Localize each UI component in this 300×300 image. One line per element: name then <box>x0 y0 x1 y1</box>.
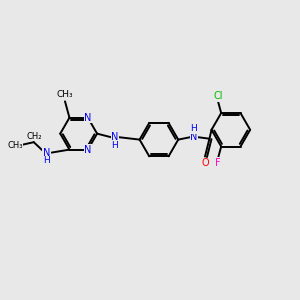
Text: Cl: Cl <box>214 91 223 101</box>
Text: H: H <box>43 156 50 165</box>
Text: N: N <box>84 113 92 123</box>
Text: CH₃: CH₃ <box>7 141 23 150</box>
Text: N: N <box>111 132 118 142</box>
Text: CH₃: CH₃ <box>57 90 73 99</box>
Text: N: N <box>190 132 198 142</box>
Text: N: N <box>84 145 92 154</box>
Text: O: O <box>201 158 209 168</box>
Text: F: F <box>215 158 221 168</box>
Text: N: N <box>43 148 50 158</box>
Text: H: H <box>190 124 197 134</box>
Text: H: H <box>112 141 118 150</box>
Text: CH₂: CH₂ <box>26 132 41 141</box>
